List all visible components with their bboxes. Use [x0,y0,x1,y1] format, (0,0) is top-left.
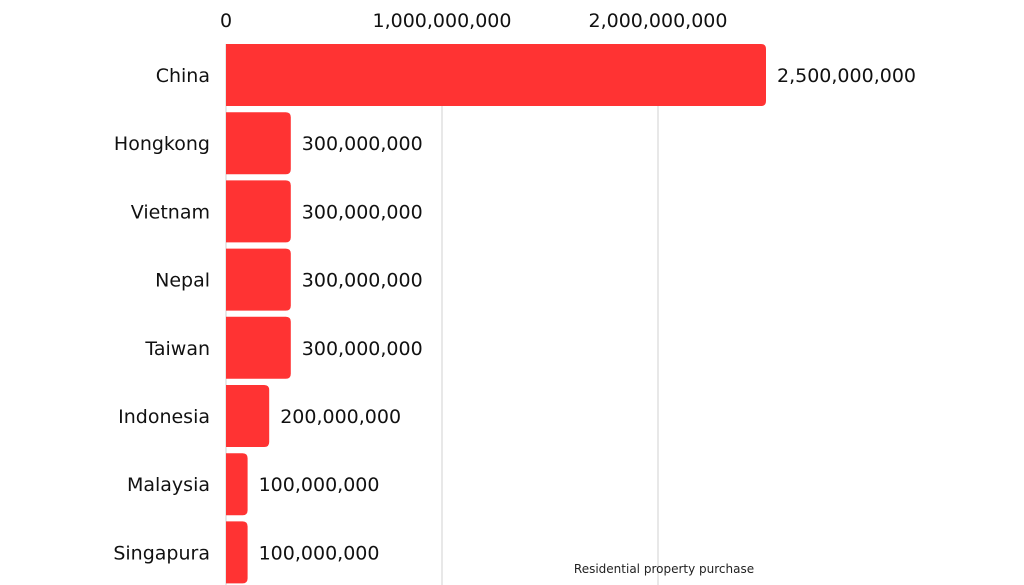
data-label: 300,000,000 [302,201,423,223]
category-label: Hongkong [114,133,210,155]
bar-indonesia [226,385,270,447]
category-label: Taiwan [144,338,210,360]
data-label: 100,000,000 [259,542,380,564]
bar-singapura [226,521,248,584]
category-label: China [156,65,210,87]
category-label: Indonesia [118,406,210,428]
x-tick-label: 1,000,000,000 [372,10,511,32]
data-label: 100,000,000 [259,474,380,496]
category-label: Singapura [113,542,210,564]
category-label: Nepal [155,270,210,292]
bar-taiwan [226,316,291,379]
data-label: 300,000,000 [302,270,423,292]
data-label: 200,000,000 [280,406,401,428]
bar-hongkong [226,112,291,175]
x-tick-label: 0 [220,10,232,32]
bar-vietnam [226,180,291,243]
data-label: 2,500,000,000 [777,65,916,87]
data-label: 300,000,000 [302,338,423,360]
bar-nepal [226,248,291,311]
data-label: 300,000,000 [302,133,423,155]
category-label: Vietnam [131,201,210,223]
x-tick-label: 2,000,000,000 [588,10,727,32]
chart-annotation: Residential property purchase [574,562,754,576]
bar-china [226,44,766,106]
category-label: Malaysia [127,474,210,496]
bar-malaysia [226,453,248,516]
